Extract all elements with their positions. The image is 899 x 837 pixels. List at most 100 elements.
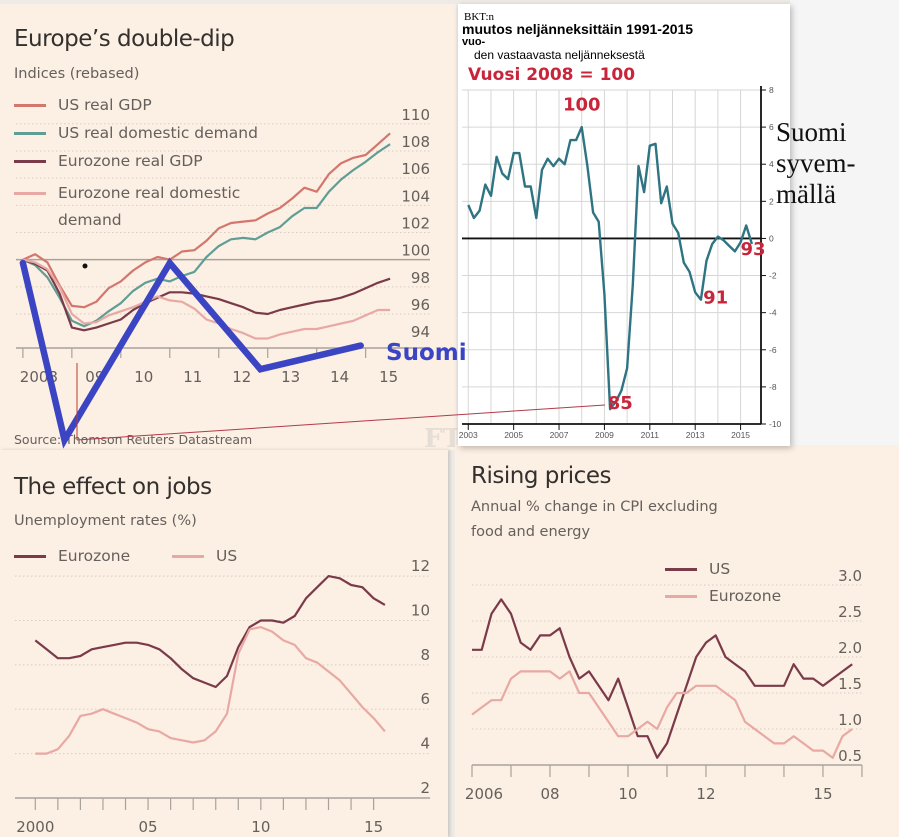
background-area (790, 0, 899, 445)
chart-rising-prices: 3.0 2.5 2.0 1.5 1.0 0.5 2006 08 10 12 15 (465, 567, 863, 803)
red-connector-line (76, 404, 606, 441)
y-tick-label: 8 (769, 85, 774, 95)
chart-subtitle: Indices (rebased) (14, 66, 140, 82)
y-tick-label: 1.5 (838, 675, 862, 693)
y-tick-label: 3.0 (838, 567, 862, 585)
legend-label: Eurozone real domestic demand (58, 184, 241, 229)
legend-label: Eurozone (709, 587, 782, 605)
x-tick-label: 14 (330, 368, 349, 386)
chart-finland-gdp: 8 6 4 2 0 -2 -4 -6 -8 -10 2003 2005 2007 2009 2011 2013… (459, 85, 782, 440)
series-line-us-real-domestic-demand (22, 143, 391, 328)
x-tick-label: 13 (281, 368, 300, 386)
annotation-91: 91 (703, 287, 728, 308)
legend-swatch (665, 595, 697, 598)
y-tick-label: 2 (420, 779, 430, 797)
dot-marker (82, 263, 88, 269)
y-tick-label: 2.5 (838, 603, 862, 621)
chart-subtitle: den vastaavasta neljänneksestä (474, 48, 645, 62)
series-line-eurozone-real-domestic-demand (22, 258, 391, 340)
y-tick-label: 4 (769, 159, 774, 169)
annotation-93: 93 (741, 239, 766, 260)
chart-title: Europe’s double-dip (14, 26, 235, 52)
side-note-suomi: Suomi syvem- mällä (776, 117, 855, 210)
y-tick-label: -6 (769, 345, 777, 355)
side-note-line: Suomi (776, 117, 847, 147)
chart-panel-rising-prices: Rising prices Annual % change in CPI exc… (455, 445, 899, 837)
y-tick-label: 8 (420, 646, 430, 664)
series-line-bkt-muutos- (467, 125, 754, 411)
side-note-line: syvem- (776, 148, 856, 178)
legend-label: US (216, 547, 238, 565)
y-tick-label: 2 (769, 196, 774, 206)
y-tick-label: 94 (411, 323, 430, 341)
x-tick-label: 2005 (504, 430, 523, 440)
x-tick-label: 12 (696, 785, 715, 803)
y-tick-label: 110 (401, 106, 430, 124)
legend-item-eurozone: Eurozone (665, 587, 781, 605)
x-tick-label: 12 (232, 368, 251, 386)
x-tick-label: 2003 (459, 430, 478, 440)
y-tick-label: 1.0 (838, 711, 862, 729)
x-tick-label: 10 (251, 818, 270, 836)
x-tick-label: 2007 (550, 430, 569, 440)
x-tick-label: 2009 (595, 430, 614, 440)
x-tick-label: 08 (540, 785, 559, 803)
y-tick-label: 96 (411, 296, 430, 314)
annotation-100: 100 (563, 94, 601, 115)
chart-title: The effect on jobs (14, 474, 212, 500)
chart-subtitle: Unemployment rates (%) (14, 513, 197, 529)
chart-effect-on-jobs: 12 10 8 6 4 2 2000 05 10 15 (15, 557, 430, 836)
legend-label: US real domestic demand (58, 124, 258, 142)
chart-source: Source: Thomson Reuters Datastream (14, 432, 253, 447)
legend-item-ez-domestic: Eurozone real domestic demand (14, 180, 274, 234)
series-line-eurozone (34, 574, 386, 689)
legend-swatch (14, 132, 46, 135)
x-tick-label: 2015 (731, 430, 750, 440)
side-note-line: mällä (776, 179, 836, 209)
y-tick-label: -2 (769, 271, 777, 281)
chart-title-small: BKT:n (464, 11, 495, 23)
legend-item-ez-gdp: Eurozone real GDP (14, 152, 203, 170)
legend-item-us-gdp: US real GDP (14, 96, 152, 114)
chart-subtitle-line-1: Annual % change in CPI excluding (471, 499, 718, 515)
x-tick-label: 15 (379, 368, 398, 386)
legend-label: Eurozone real GDP (58, 152, 203, 170)
legend-swatch (14, 160, 46, 163)
legend-label: US real GDP (58, 96, 152, 114)
series-line-eurozone-real-gdp (22, 258, 391, 332)
legend-swatch (14, 555, 46, 558)
y-tick-label: 0 (769, 233, 774, 243)
x-tick-label: 2013 (686, 430, 705, 440)
y-tick-label: 10 (411, 601, 430, 619)
series-line-us (35, 625, 386, 755)
y-tick-label: -4 (769, 308, 777, 318)
series-line-us-real-gdp (22, 132, 391, 309)
suomi-zigzag-line (19, 257, 364, 449)
legend-swatch (665, 568, 697, 571)
y-tick-label: 6 (769, 122, 774, 132)
chart-title: Rising prices (471, 463, 611, 489)
chart-subtitle-line-2: food and energy (471, 524, 591, 540)
x-tick-label: 2006 (465, 785, 503, 803)
x-tick-label: 05 (139, 818, 158, 836)
legend-swatch (14, 104, 46, 107)
y-tick-label: 108 (401, 133, 430, 151)
x-tick-label: 10 (134, 368, 153, 386)
y-tick-label: 106 (401, 160, 430, 178)
series-line-us (472, 598, 853, 759)
y-tick-label: -8 (769, 382, 777, 392)
legend-swatch (172, 555, 204, 558)
y-tick-label: 98 (411, 269, 430, 287)
legend-item-eurozone: Eurozone (14, 547, 130, 565)
legend-item-us-domestic: US real domestic demand (14, 124, 258, 142)
x-tick-label: 15 (813, 785, 832, 803)
x-tick-label: 2000 (16, 818, 54, 836)
x-tick-label: 11 (183, 368, 202, 386)
suomi-overlay-label: Suomi (386, 340, 467, 366)
y-tick-label: 0.5 (838, 747, 862, 765)
chart-panel-effect-on-jobs: The effect on jobs Unemployment rates (%… (0, 450, 448, 837)
y-tick-label: 12 (411, 557, 430, 575)
y-tick-label: 2.0 (838, 639, 862, 657)
y-tick-label: 104 (401, 187, 430, 205)
